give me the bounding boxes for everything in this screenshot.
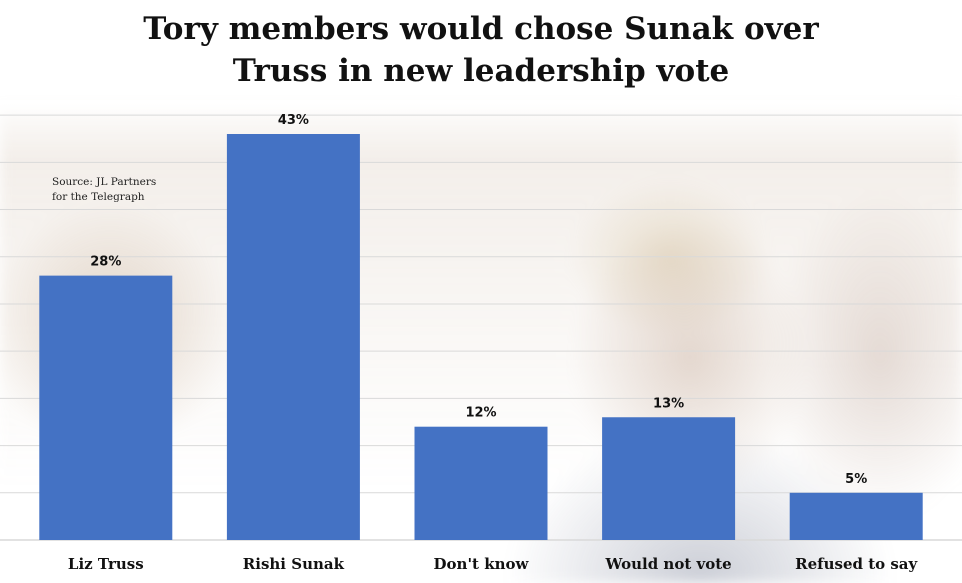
background-fade <box>0 100 962 160</box>
x-tick-label: Liz Truss <box>68 555 144 573</box>
data-labels: 28% 43% 12% 13% 5% <box>90 113 867 487</box>
bar <box>226 134 360 540</box>
bar <box>414 426 548 540</box>
data-label: 43% <box>278 113 309 128</box>
data-label: 5% <box>845 472 867 487</box>
bar <box>39 275 173 540</box>
x-tick-label: Rishi Sunak <box>243 555 345 573</box>
x-axis-tick-labels: Liz Truss Rishi Sunak Don't know Would not … <box>68 555 919 573</box>
chart-title: Tory members would chose Sunak over Trus… <box>143 11 819 89</box>
bar <box>789 492 923 540</box>
bar <box>602 417 736 540</box>
source-note: Source: JL Partners for the Telegraph <box>52 176 157 203</box>
data-label: 13% <box>653 396 684 411</box>
x-tick-label: Refused to say <box>795 555 918 573</box>
x-tick-label: Would not vote <box>604 555 731 573</box>
data-label: 28% <box>90 255 121 270</box>
bars <box>39 134 923 540</box>
data-label: 12% <box>465 406 496 421</box>
x-tick-label: Don't know <box>434 555 530 573</box>
